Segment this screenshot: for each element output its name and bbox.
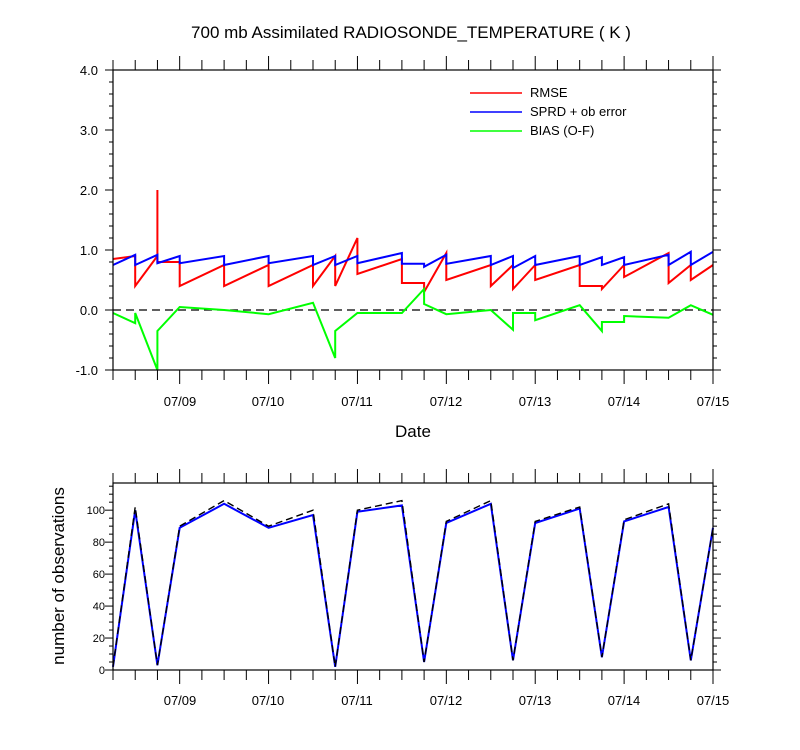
legend-label-rmse: RMSE (530, 85, 568, 100)
top-x-tick-label: 07/09 (164, 394, 197, 409)
bottom-plot-frame (112, 482, 714, 671)
top-chart: -1.0 0.0 1.0 2.0 3.0 4.0 07/09 07/10 07/… (76, 56, 730, 441)
bottom-y-tick-labels: 0 20 40 60 80 100 (87, 505, 105, 677)
top-x-tick-label: 07/15 (697, 394, 730, 409)
chart-title: 700 mb Assimilated RADIOSONDE_TEMPERATUR… (191, 23, 631, 42)
bottom-x-tick-label: 07/13 (519, 693, 552, 708)
bias-line (112, 286, 714, 371)
top-series (112, 190, 714, 371)
legend-label-sprd: SPRD + ob error (530, 104, 627, 119)
top-y-tick-label: 3.0 (80, 123, 98, 138)
legend: RMSE SPRD + ob error BIAS (O-F) (470, 85, 627, 138)
x-axis-label: Date (395, 422, 431, 441)
top-ticks (105, 56, 721, 384)
observations-count-dashed-line (112, 499, 714, 667)
top-y-tick-labels: -1.0 0.0 1.0 2.0 3.0 4.0 (76, 63, 98, 378)
top-x-tick-labels: 07/09 07/10 07/11 07/12 07/13 07/14 07/1… (164, 394, 730, 409)
bottom-y-tick-label: 100 (87, 505, 105, 517)
bottom-y-tick-label: 80 (93, 537, 105, 549)
bottom-x-tick-label: 07/09 (164, 693, 197, 708)
top-y-tick-label: 2.0 (80, 183, 98, 198)
bottom-x-tick-label: 07/11 (341, 693, 373, 708)
top-y-tick-label: 4.0 (80, 63, 98, 78)
top-x-tick-label: 07/14 (608, 394, 641, 409)
bottom-y-tick-label: 0 (99, 665, 105, 677)
top-y-tick-label: 1.0 (80, 243, 98, 258)
bottom-chart: 0 20 40 60 80 100 07/09 07/10 07/11 07/1… (49, 469, 729, 708)
bottom-x-tick-label: 07/15 (697, 693, 730, 708)
sprd-line (112, 250, 714, 270)
bottom-y-tick-label: 40 (93, 601, 105, 613)
legend-label-bias: BIAS (O-F) (530, 123, 594, 138)
bottom-x-tick-label: 07/14 (608, 693, 641, 708)
top-plot-frame (112, 69, 714, 371)
top-x-tick-label: 07/12 (430, 394, 463, 409)
top-x-tick-label: 07/10 (252, 394, 285, 409)
bottom-x-tick-label: 07/10 (252, 693, 285, 708)
bottom-y-tick-label: 60 (93, 569, 105, 581)
bottom-y-tick-label: 20 (93, 633, 105, 645)
bottom-x-tick-labels: 07/09 07/10 07/11 07/12 07/13 07/14 07/1… (164, 693, 730, 708)
top-y-tick-label: -1.0 (76, 363, 98, 378)
top-y-tick-label: 0.0 (80, 303, 98, 318)
top-x-tick-label: 07/11 (341, 394, 373, 409)
bottom-series (112, 499, 714, 667)
bottom-ticks (105, 469, 721, 684)
top-x-tick-label: 07/13 (519, 394, 552, 409)
rmse-line (112, 190, 714, 296)
y-axis-label: number of observations (49, 487, 68, 665)
bottom-x-tick-label: 07/12 (430, 693, 463, 708)
